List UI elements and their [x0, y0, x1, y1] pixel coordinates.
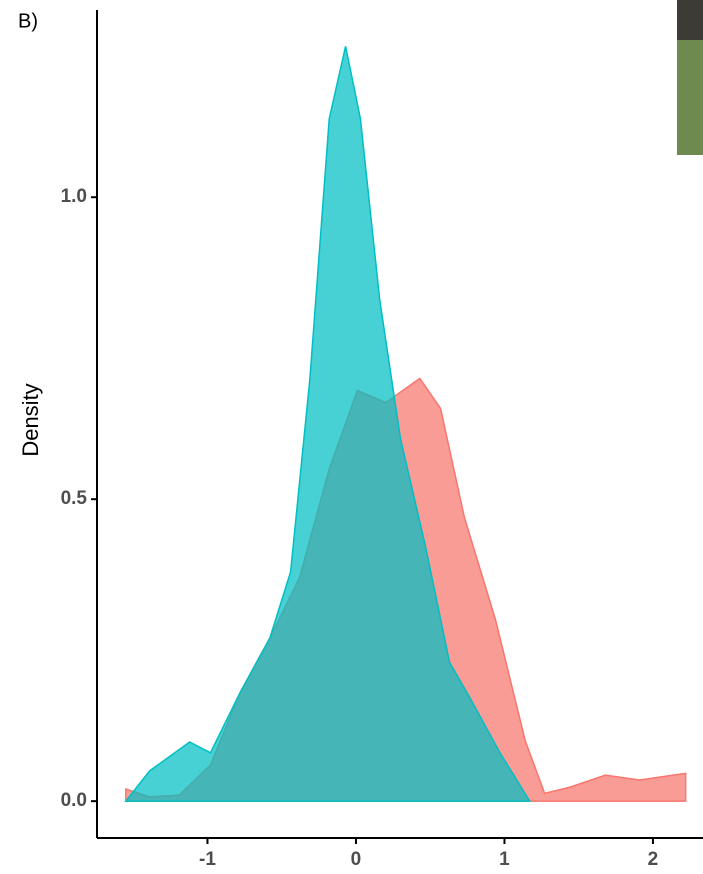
density-area [124, 46, 532, 802]
x-tick-label: 0 [351, 849, 362, 870]
y-tick-label: 0.5 [61, 488, 88, 509]
panel-label: B) [18, 10, 38, 32]
x-tick-label: 1 [499, 849, 510, 870]
x-tick-label: -1 [199, 849, 216, 870]
y-axis-label: Density [18, 383, 43, 456]
x-tick-label: 2 [648, 849, 659, 870]
y-tick-label: 0.0 [61, 790, 87, 811]
y-tick-label: 1.0 [61, 186, 87, 207]
photo-crop-top [677, 0, 703, 40]
